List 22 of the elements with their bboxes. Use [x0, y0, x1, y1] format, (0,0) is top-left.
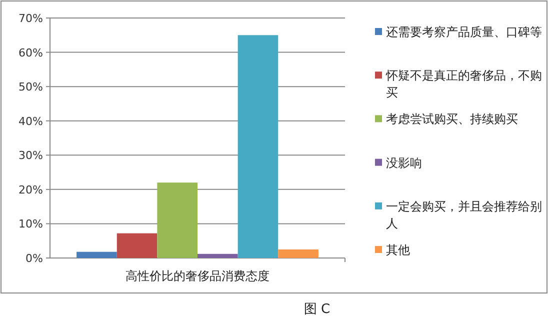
y-tick-label: 20%: [18, 183, 43, 196]
bar: [278, 249, 318, 258]
bar: [157, 182, 198, 258]
text: 图 C: [304, 302, 330, 317]
y-tick-label: 70%: [18, 12, 43, 25]
bar: [238, 35, 278, 258]
legend-label: 其他: [386, 243, 410, 257]
y-tick-label: 60%: [18, 46, 43, 60]
bar: [116, 233, 158, 258]
legend-label: 怀疑不是真正的奢侈品，不购买: [385, 68, 542, 100]
y-tick-label: 50%: [18, 80, 43, 94]
bar: [76, 252, 117, 258]
legend-label: 考虑尝试购买、持续购买: [386, 112, 518, 126]
bar: [198, 254, 238, 258]
y-tick-label: 30%: [18, 149, 43, 162]
legend-label: 没影响: [386, 156, 422, 170]
y-tick-label: 0%: [26, 252, 43, 265]
x-tick-label: 高性价比的奢侈品消费态度: [126, 269, 270, 283]
y-tick-label: 40%: [18, 114, 43, 128]
legend-label: 一定会购买，并且会推荐给别人: [386, 199, 542, 230]
y-tick-label: 10%: [18, 218, 43, 231]
legend-label: 还需要考察产品质量、口碑等: [386, 25, 542, 39]
